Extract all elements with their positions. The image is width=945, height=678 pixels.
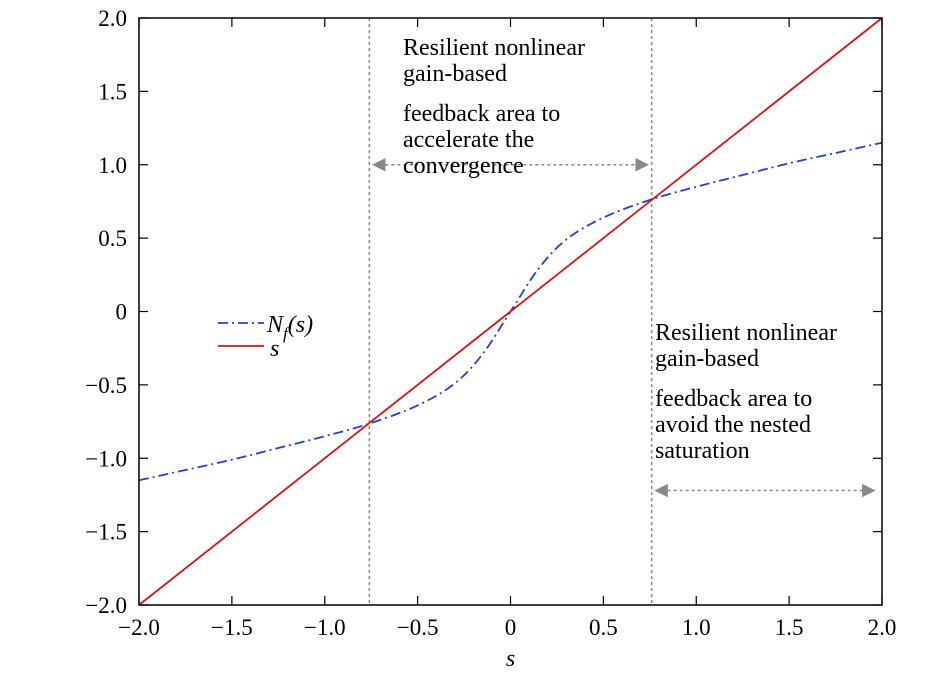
- y-tick-label: −1.0: [85, 446, 127, 471]
- x-tick-label: −0.5: [397, 615, 439, 640]
- x-tick-label: −1.5: [211, 615, 253, 640]
- legend-label-s: s: [270, 336, 279, 362]
- annotation-line: Resilient nonlinear: [655, 320, 837, 346]
- x-tick-label: −2.0: [118, 615, 160, 640]
- annotation-line: accelerate the: [403, 127, 534, 153]
- y-tick-label: 1.0: [98, 153, 127, 178]
- annotation-line: saturation: [655, 438, 750, 464]
- x-tick-label: 1.5: [775, 615, 804, 640]
- annotation-line: avoid the nested: [655, 412, 811, 438]
- y-tick-label: −1.5: [85, 520, 127, 545]
- legend-label-nf: Nf(s): [266, 312, 313, 343]
- x-tick-label: 0: [505, 615, 517, 640]
- annotation-line: convergence: [403, 153, 524, 179]
- plot-layer: [138, 17, 883, 606]
- annotation-line: gain-based: [655, 346, 759, 372]
- series-line-s: [138, 17, 883, 606]
- tick-layer: −2.0 −1.5 −1.0 −0.5 0 0.5 1.0 1.5 2.0 2.0 1.5 1.0 0.…: [85, 6, 896, 640]
- legend: Nf(s)s: [218, 312, 313, 362]
- x-tick-label: 1.0: [682, 615, 711, 640]
- annotation-line: feedback area to: [655, 386, 812, 412]
- y-tick-label: −0.5: [85, 373, 127, 398]
- y-tick-label: 0.5: [98, 226, 127, 251]
- y-tick-label: 1.5: [98, 79, 127, 104]
- y-tick-label: −2.0: [85, 593, 127, 618]
- y-tick-label: 0: [116, 300, 128, 325]
- x-axis-title: s: [506, 646, 515, 672]
- x-tick-label: 0.5: [589, 615, 618, 640]
- y-tick-label: 2.0: [98, 6, 127, 31]
- x-tick-label: 2.0: [868, 615, 897, 640]
- annotation-line: feedback area to: [403, 101, 560, 127]
- annotation-line: gain-based: [403, 61, 507, 87]
- annotation-line: Resilient nonlinear: [403, 35, 585, 61]
- x-tick-label: −1.0: [304, 615, 346, 640]
